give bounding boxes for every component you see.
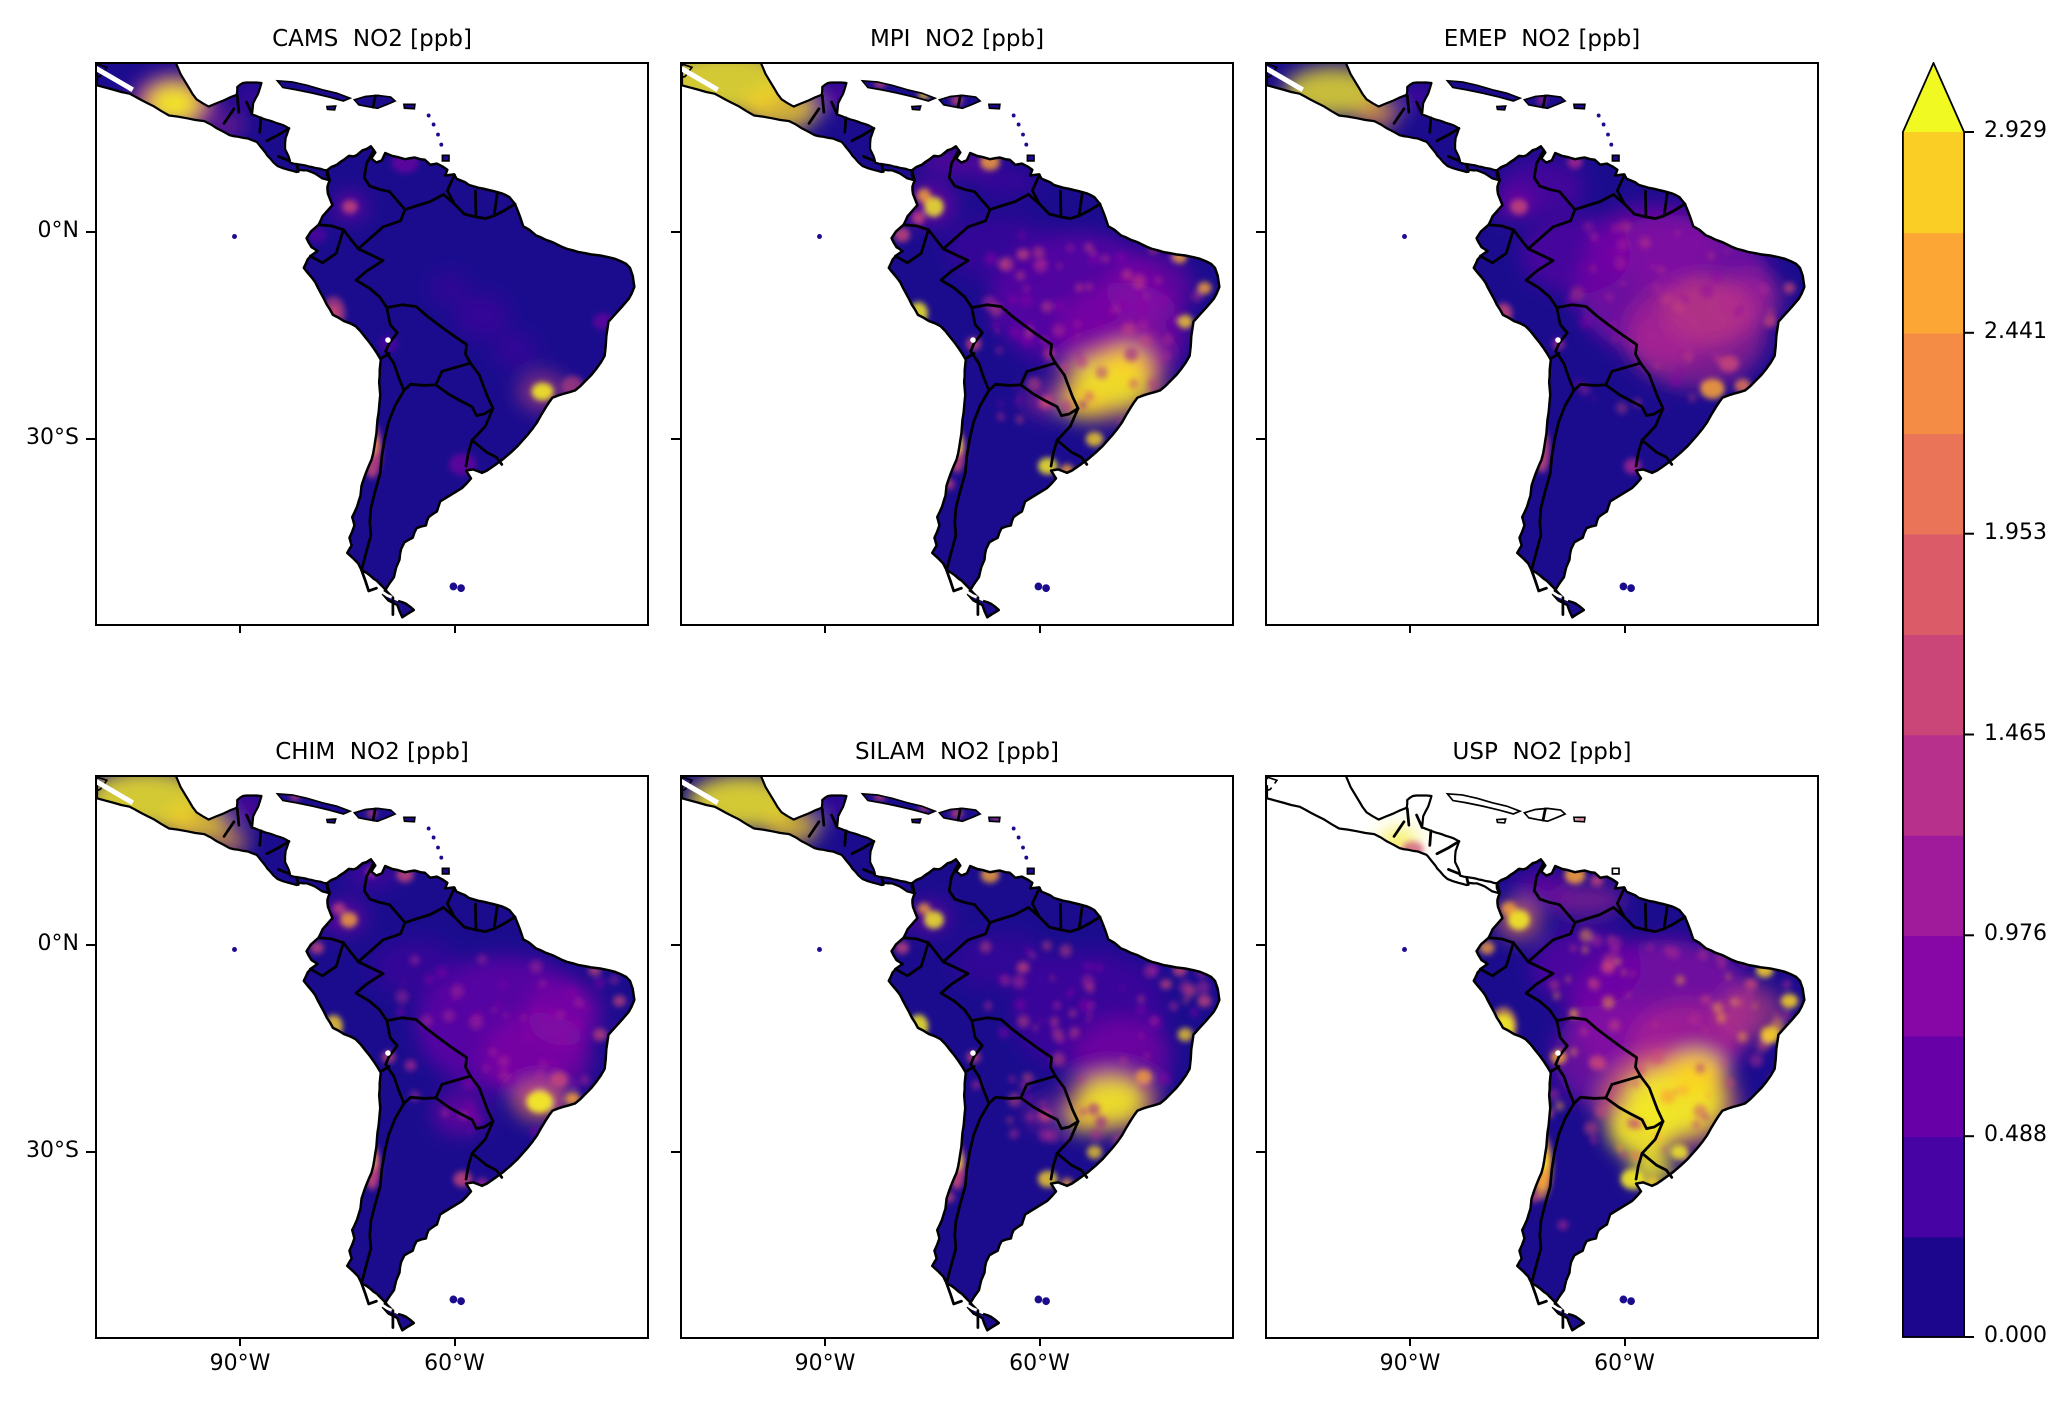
x-tick: [1623, 1337, 1626, 1346]
colorbar-tick-label: 1.953: [1984, 519, 2047, 545]
panel-silam: SILAM NO2 [ppb] 90°W 60°W: [671, 739, 1234, 1376]
panel-title-silam: SILAM NO2 [ppb]: [855, 739, 1059, 765]
map-silam: [682, 777, 1232, 1337]
x-tick-label: 90°W: [1379, 1351, 1441, 1376]
map-mpi: [682, 64, 1232, 624]
y-tick: [1256, 231, 1265, 233]
panel-mpi: MPI NO2 [ppb]: [671, 26, 1234, 633]
x-tick-label: 90°W: [209, 1351, 271, 1376]
map-cams: [97, 64, 647, 624]
colorbar-tick-label: 0.976: [1984, 921, 2047, 947]
y-tick-label: 0°N: [37, 218, 79, 243]
x-tick: [1623, 624, 1626, 633]
y-tick: [1256, 438, 1265, 441]
colorbar-tick-label: 2.929: [1984, 118, 2047, 143]
x-tick: [453, 624, 456, 633]
colorbar-gradient: [1902, 60, 1982, 1346]
y-tick: [671, 1151, 680, 1154]
y-tick: [671, 944, 680, 946]
x-tick: [1038, 1337, 1041, 1346]
y-tick-label: 30°S: [26, 1138, 79, 1164]
map-usp: [1267, 777, 1817, 1337]
y-tick: [671, 231, 680, 233]
x-tick-label: 90°W: [794, 1351, 856, 1376]
x-tick: [1409, 1337, 1411, 1346]
x-tick: [1038, 624, 1041, 633]
x-tick: [453, 1337, 456, 1346]
panel-chim: CHIM NO2 [ppb] 90°W 60°W 0°N 30°S: [26, 739, 649, 1376]
colorbar-tick-label: 0.000: [1984, 1323, 2047, 1348]
x-tick: [824, 624, 826, 633]
y-tick-label: 30°S: [26, 425, 79, 451]
panel-cams: CAMS NO2 [ppb] 0°N 30°S: [26, 26, 649, 633]
colorbar: [1902, 60, 1982, 1347]
y-tick: [86, 231, 95, 233]
y-tick: [1256, 1151, 1265, 1154]
x-tick-label: 60°W: [1009, 1351, 1070, 1376]
y-tick: [86, 438, 95, 441]
panel-title-chim: CHIM NO2 [ppb]: [275, 739, 469, 765]
x-tick-label: 60°W: [1594, 1351, 1655, 1376]
colorbar-tick-label: 0.488: [1984, 1122, 2047, 1148]
colorbar-tick-label: 1.465: [1984, 720, 2047, 746]
panel-title-mpi: MPI NO2 [ppb]: [869, 26, 1045, 52]
x-tick: [239, 624, 241, 633]
panel-title-cams: CAMS NO2 [ppb]: [272, 26, 472, 52]
x-tick: [1409, 624, 1411, 633]
y-tick-label: 0°N: [37, 931, 79, 956]
panel-usp: USP NO2 [ppb] 90°W 60°W: [1256, 739, 1819, 1376]
map-chim: [97, 777, 647, 1337]
colorbar-tick-label: 2.441: [1984, 318, 2047, 344]
y-tick: [86, 1151, 95, 1154]
panel-title-usp: USP NO2 [ppb]: [1452, 739, 1632, 765]
y-tick: [671, 438, 680, 441]
map-emep: [1267, 64, 1817, 624]
x-tick: [824, 1337, 826, 1346]
x-tick: [239, 1337, 241, 1346]
panel-emep: EMEP NO2 [ppb]: [1256, 26, 1819, 633]
panel-title-emep: EMEP NO2 [ppb]: [1443, 26, 1641, 52]
y-tick: [1256, 944, 1265, 946]
y-tick: [86, 944, 95, 946]
x-tick-label: 60°W: [424, 1351, 485, 1376]
